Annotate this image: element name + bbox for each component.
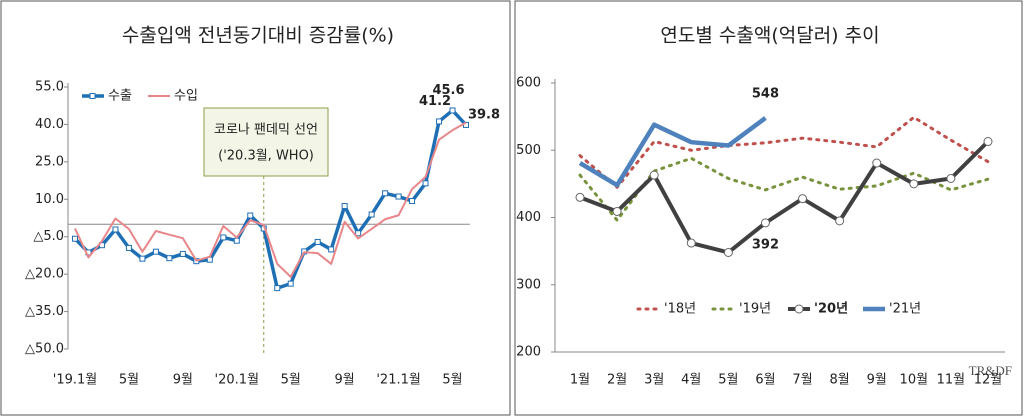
marker [152, 248, 159, 255]
y-tick-label: 300 [516, 277, 541, 292]
marker [355, 230, 362, 237]
series-line [74, 121, 467, 278]
marker [247, 212, 254, 219]
chart-title: 연도별 수출액(억달러) 추이 [660, 25, 879, 47]
y-tick-label: 200 [516, 345, 541, 360]
x-tick-label: 5월 [119, 373, 139, 388]
y-tick-label: △20.0 [25, 267, 64, 282]
x-tick-label: 1월 [570, 373, 590, 388]
watermark: TR&DF [969, 363, 1012, 378]
x-tick-label: '21.1월 [376, 373, 420, 388]
marker [983, 137, 993, 147]
x-tick-label: 7월 [792, 373, 812, 388]
annotation-subtext: ('20.3월, WHO) [218, 149, 314, 164]
series-line [578, 156, 990, 222]
x-tick-label: 4월 [681, 373, 701, 388]
marker [382, 190, 389, 197]
marker [909, 179, 919, 189]
x-tick-label: 9월 [335, 373, 355, 388]
marker [328, 246, 335, 253]
x-tick-label: 6월 [755, 373, 775, 388]
data-label: 39.8 [468, 107, 500, 122]
marker [233, 237, 240, 244]
marker [125, 244, 132, 251]
legend-label: '18년 [664, 302, 696, 317]
marker [112, 226, 119, 233]
marker [649, 170, 659, 180]
marker [341, 203, 348, 210]
marker [287, 280, 294, 287]
marker [686, 238, 696, 248]
right-panel [514, 0, 1023, 416]
series-line [578, 116, 767, 188]
x-tick-label: 12월 [974, 373, 1003, 388]
chart-title: 수출입액 전년동기대비 증감률(%) [122, 25, 394, 47]
y-tick-label: △50.0 [25, 342, 64, 357]
marker [368, 211, 375, 218]
x-tick-label: 8월 [830, 373, 850, 388]
y-tick-label: 10.0 [35, 192, 64, 207]
marker [760, 218, 770, 228]
marker [575, 192, 585, 202]
y-tick-label: 600 [516, 76, 541, 91]
marker [422, 180, 429, 187]
x-tick-label: 5월 [281, 373, 301, 388]
marker [946, 173, 956, 183]
marker [139, 255, 146, 262]
marker [449, 107, 456, 114]
legend-marker [89, 93, 96, 99]
y-tick-label: △35.0 [25, 304, 64, 319]
y-tick-label: 55.0 [35, 80, 64, 95]
marker [612, 206, 622, 216]
legend-label: 수출 [108, 89, 132, 104]
data-label: 548 [752, 86, 779, 101]
x-tick-label: 3월 [644, 373, 664, 388]
x-tick-label: 9월 [173, 373, 193, 388]
marker [723, 247, 733, 257]
annotation-box [203, 107, 329, 177]
y-tick-label: △5.0 [33, 229, 64, 244]
series-line [579, 140, 990, 255]
x-tick-label: '19.1월 [53, 373, 97, 388]
series-line [578, 115, 990, 189]
legend-label: 수입 [174, 89, 198, 104]
marker [395, 193, 402, 200]
marker [179, 250, 186, 257]
marker [274, 285, 281, 292]
y-tick-label: 400 [516, 210, 541, 225]
marker [798, 194, 808, 204]
y-tick-label: 25.0 [35, 154, 64, 169]
x-tick-label: 9월 [867, 373, 887, 388]
y-tick-label: 40.0 [35, 117, 64, 132]
legend-label: '21년 [889, 302, 921, 317]
marker [72, 235, 78, 242]
legend-marker [794, 304, 804, 314]
x-tick-label: 5월 [442, 373, 462, 388]
x-tick-label: 11월 [937, 373, 966, 388]
annotation-text: 코로나 팬데믹 선언 [214, 123, 318, 138]
x-tick-label: 5월 [718, 373, 738, 388]
marker [872, 158, 882, 168]
data-label: 45.6 [432, 83, 464, 98]
marker [166, 255, 173, 262]
x-tick-label: '20.1월 [215, 373, 259, 388]
data-label: 392 [752, 237, 779, 252]
x-tick-label: 10월 [900, 373, 929, 388]
marker [436, 118, 443, 125]
legend-label: '19년 [739, 302, 771, 317]
y-tick-label: 500 [516, 143, 541, 158]
data-label: 41.2 [419, 94, 451, 109]
left-panel [0, 0, 511, 416]
legend-label: '20년 [814, 302, 848, 317]
marker [314, 238, 321, 245]
x-tick-label: 2월 [607, 373, 627, 388]
marker [835, 216, 845, 226]
marker [409, 198, 416, 205]
marker [220, 234, 227, 241]
